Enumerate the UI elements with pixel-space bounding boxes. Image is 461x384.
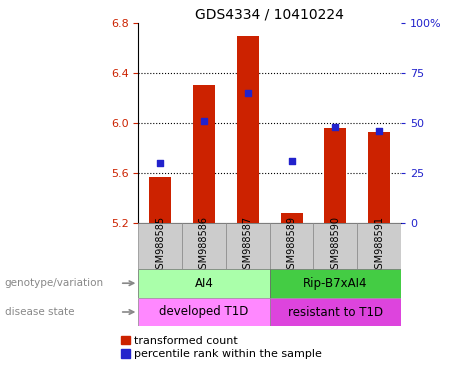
Text: disease state: disease state — [5, 307, 74, 317]
Bar — [313, 223, 357, 269]
Legend: transformed count, percentile rank within the sample: transformed count, percentile rank withi… — [121, 336, 322, 359]
Bar — [138, 223, 182, 269]
Point — [288, 158, 296, 164]
Text: GSM988590: GSM988590 — [331, 216, 340, 275]
Title: GDS4334 / 10410224: GDS4334 / 10410224 — [195, 8, 344, 22]
Point — [200, 118, 207, 124]
Bar — [182, 223, 226, 269]
Text: GSM988586: GSM988586 — [199, 216, 209, 275]
Bar — [270, 298, 401, 326]
Bar — [193, 86, 215, 223]
Bar — [325, 128, 346, 223]
Text: genotype/variation: genotype/variation — [5, 278, 104, 288]
Text: GSM988591: GSM988591 — [374, 216, 384, 275]
Point — [156, 160, 164, 166]
Text: GSM988587: GSM988587 — [243, 216, 253, 275]
Bar — [368, 132, 390, 223]
Text: resistant to T1D: resistant to T1D — [288, 306, 383, 318]
Bar — [138, 269, 270, 298]
Text: AI4: AI4 — [195, 277, 213, 290]
Point — [244, 90, 252, 96]
Bar — [149, 177, 171, 223]
Point — [332, 124, 339, 130]
Text: developed T1D: developed T1D — [160, 306, 248, 318]
Bar — [270, 269, 401, 298]
Bar — [357, 223, 401, 269]
Bar — [281, 213, 302, 223]
Point — [376, 128, 383, 134]
Bar — [138, 298, 270, 326]
Bar — [237, 36, 259, 223]
Bar — [226, 223, 270, 269]
Bar — [270, 223, 313, 269]
Text: GSM988585: GSM988585 — [155, 216, 165, 275]
Text: GSM988589: GSM988589 — [287, 216, 296, 275]
Text: Rip-B7xAI4: Rip-B7xAI4 — [303, 277, 367, 290]
